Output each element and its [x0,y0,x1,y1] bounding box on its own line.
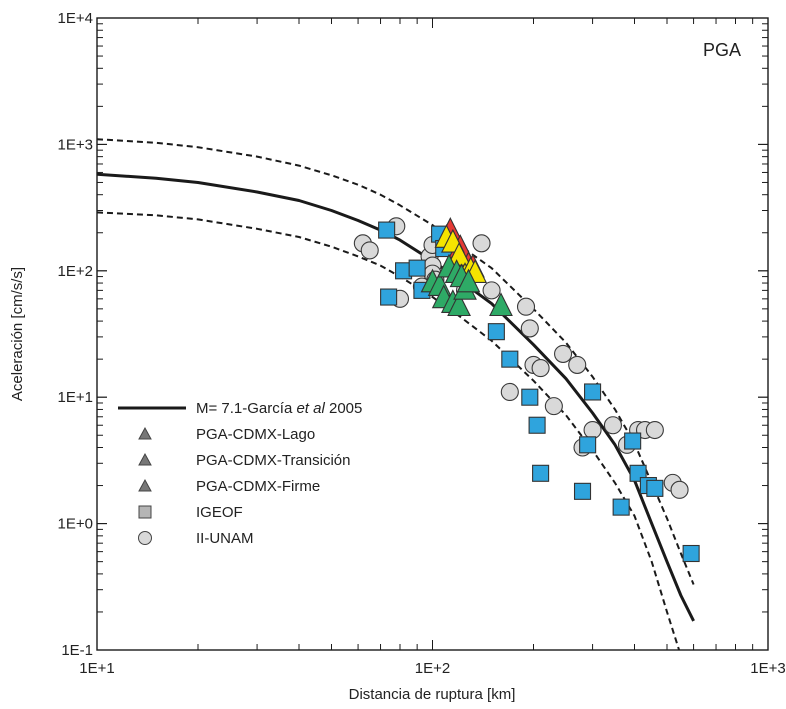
ii-unam-point [544,397,563,416]
y-tick-label: 1E+0 [58,516,93,533]
y-tick-label: 1E+4 [58,10,93,27]
igeof-point [682,544,700,563]
ii-unam-point [583,420,602,440]
igeof-point [378,221,396,239]
ii-unam-point [360,241,379,260]
ii-unam-point [568,355,587,374]
igeof-point [408,259,426,277]
panel-label: PGA [703,40,741,60]
ii-unam-point [516,297,536,316]
legend-triangle-symbol [138,452,152,466]
data-markers [353,216,700,563]
model-curve-bound [97,138,695,585]
igeof-point [646,479,664,497]
ii-unam-point [603,416,622,435]
igeof-point [612,498,630,516]
ii-unam-point [472,234,491,253]
igeof-point [528,416,546,434]
igeof-point [584,383,602,401]
igeof-point [521,388,539,406]
legend-label: PGA-CDMX-Firme [196,478,320,495]
legend-label: IGEOF [196,504,243,521]
igeof-point [624,432,642,450]
model-curve-median [97,172,695,622]
cdmx-triangle-point [447,292,471,317]
igeof-point [501,350,519,368]
plot-frame [96,17,769,651]
ii-unam-point [500,382,519,402]
igeof-point [380,288,398,306]
ii-unam-point [554,344,573,363]
legend-square-symbol [138,505,152,519]
ii-unam-point [670,480,689,499]
x-tick-label: 1E+3 [750,660,785,677]
igeof-point [532,464,550,482]
ii-unam-point [482,281,501,300]
legend-triangle-symbol [138,426,152,440]
legend-label: M= 7.1-García et al 2005 [196,400,362,417]
legend-label: PGA-CDMX-Transición [196,452,350,469]
y-axis-title: Aceleración [cm/s/s] [9,267,26,401]
axis-tick-labels: 1E+1 1E+2 1E+3 1E-1 1E+0 1E+1 1E+2 1E+3 1E+4 [58,10,786,677]
ii-unam-point [531,359,550,378]
igeof-point [573,482,592,500]
igeof-point [579,436,597,454]
x-tick-label: 1E+1 [79,660,114,677]
axis-ticks [96,17,769,651]
legend-triangle-symbol [138,478,152,492]
x-tick-label: 1E+2 [415,660,450,677]
legend: M= 7.1-García et al 2005 PGA-CDMX-Lago PGA… [118,400,362,547]
legend-label: II-UNAM [196,530,254,547]
cdmx-triangle-point [489,292,513,317]
legend-label: PGA-CDMX-Lago [196,426,315,443]
y-tick-label: 1E-1 [61,642,93,659]
model-curve-bound [97,211,681,650]
cdmx-triangle-point [456,268,481,293]
y-tick-label: 1E+3 [58,136,93,153]
ii-unam-point [645,420,664,440]
model-curves [97,138,695,650]
ii-unam-point [520,319,539,338]
x-axis-title: Distancia de ruptura [km] [349,686,516,703]
y-tick-label: 1E+2 [58,263,93,280]
igeof-point [487,323,505,341]
legend-circle-symbol [138,531,152,545]
y-tick-label: 1E+1 [58,389,93,406]
